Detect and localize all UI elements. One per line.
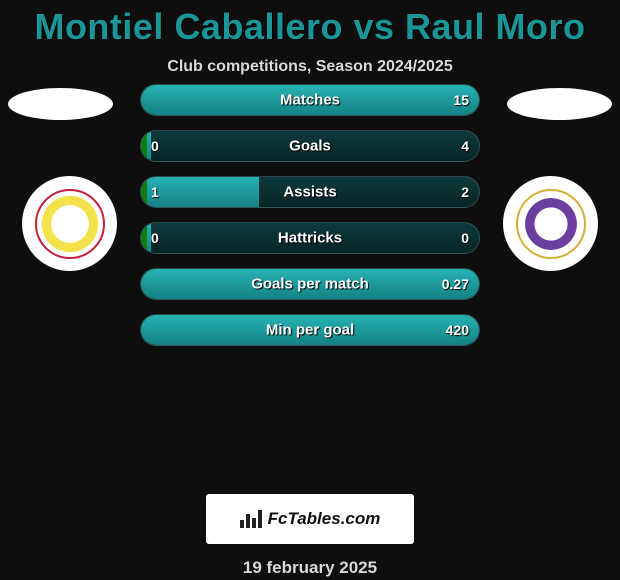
- stat-value-left: 0: [151, 138, 159, 154]
- stat-value-right: 2: [461, 184, 469, 200]
- club-badge-right: [503, 176, 598, 271]
- stat-value-right: 0.27: [442, 276, 469, 292]
- stat-row-goals-per-match: Goals per match 0.27: [140, 268, 480, 300]
- brand-box[interactable]: FcTables.com: [206, 494, 414, 544]
- stat-value-right: 4: [461, 138, 469, 154]
- date-label: 19 february 2025: [0, 558, 620, 578]
- player-right-ellipse: [507, 88, 612, 120]
- comparison-stage: Matches15Goals04Assists12Hattricks00Goal…: [0, 96, 620, 476]
- stat-left-edge: [141, 131, 147, 161]
- stat-value-right: 420: [446, 322, 469, 338]
- stat-value-left: 0: [151, 230, 159, 246]
- page-title: Montiel Caballero vs Raul Moro: [0, 0, 620, 48]
- brand-bars-icon: [240, 510, 262, 528]
- club-logo-right: [516, 189, 586, 259]
- stat-label: Hattricks: [278, 230, 342, 247]
- stat-value-left: 1: [151, 184, 159, 200]
- club-logo-left: [35, 189, 105, 259]
- player-left-ellipse: [8, 88, 113, 120]
- stat-value-right: 15: [453, 92, 469, 108]
- club-badge-left: [22, 176, 117, 271]
- stat-label: Matches: [280, 92, 340, 109]
- stat-label: Goals per match: [251, 276, 369, 293]
- stat-row-hattricks: Hattricks 0 0: [140, 222, 480, 254]
- stat-left-edge: [141, 177, 147, 207]
- stat-left-edge: [141, 223, 147, 253]
- stat-label: Min per goal: [266, 322, 354, 339]
- stat-label: Assists: [283, 184, 336, 201]
- stats-bars: Matches15Goals04Assists12Hattricks00Goal…: [140, 84, 480, 346]
- stat-row-matches: Matches 15: [140, 84, 480, 116]
- stat-value-right: 0: [461, 230, 469, 246]
- stat-row-min-per-goal: Min per goal 420: [140, 314, 480, 346]
- stat-row-goals: Goals 0 4: [140, 130, 480, 162]
- brand-text: FcTables.com: [268, 509, 381, 529]
- subtitle: Club competitions, Season 2024/2025: [0, 58, 620, 76]
- stat-label: Goals: [289, 138, 331, 155]
- stat-row-assists: Assists 1 2: [140, 176, 480, 208]
